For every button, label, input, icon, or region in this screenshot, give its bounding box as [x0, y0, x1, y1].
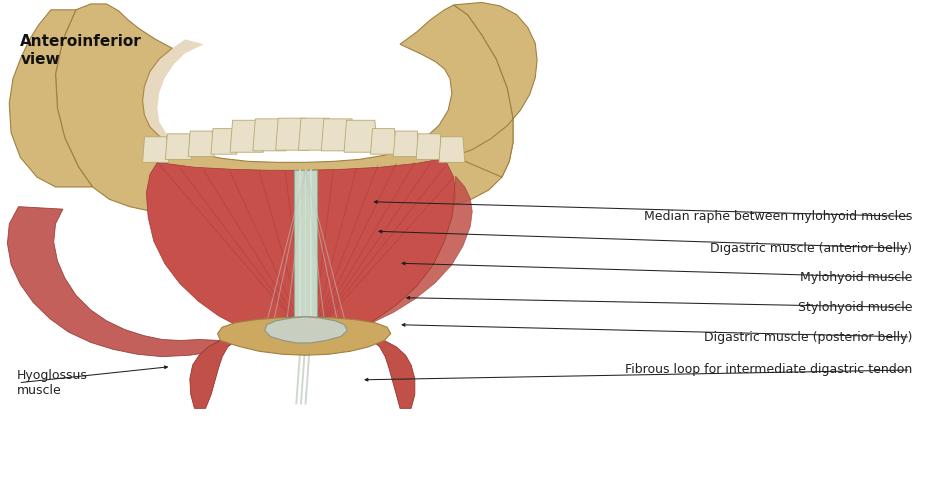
Polygon shape	[298, 118, 332, 150]
Text: Fibrous loop for intermediate digastric tendon: Fibrous loop for intermediate digastric …	[625, 364, 912, 376]
Polygon shape	[276, 118, 309, 150]
Polygon shape	[143, 137, 169, 162]
Polygon shape	[253, 119, 286, 151]
Polygon shape	[265, 317, 347, 343]
Text: Anteroinferior
view: Anteroinferior view	[20, 34, 142, 67]
Polygon shape	[188, 131, 214, 156]
Text: Digastric muscle (posterior belly): Digastric muscle (posterior belly)	[704, 331, 912, 343]
Polygon shape	[146, 158, 456, 340]
Polygon shape	[439, 137, 465, 162]
Polygon shape	[344, 120, 378, 152]
Polygon shape	[454, 2, 537, 177]
Text: Stylohyoid muscle: Stylohyoid muscle	[797, 301, 912, 314]
Polygon shape	[9, 10, 93, 187]
Polygon shape	[166, 134, 192, 159]
Polygon shape	[321, 119, 355, 151]
Polygon shape	[7, 207, 220, 357]
Polygon shape	[416, 134, 442, 159]
Polygon shape	[190, 340, 236, 408]
Text: Mylohyoid muscle: Mylohyoid muscle	[800, 272, 912, 284]
Polygon shape	[294, 170, 317, 339]
Polygon shape	[218, 317, 391, 355]
Polygon shape	[372, 340, 415, 408]
Text: Hyoglossus
muscle: Hyoglossus muscle	[17, 369, 88, 397]
Polygon shape	[56, 4, 513, 217]
Text: Median raphe between mylohyoid muscles: Median raphe between mylohyoid muscles	[644, 210, 912, 223]
Polygon shape	[394, 131, 419, 156]
Polygon shape	[370, 128, 396, 154]
Polygon shape	[333, 176, 472, 337]
Polygon shape	[211, 128, 237, 154]
Polygon shape	[230, 120, 263, 152]
Polygon shape	[143, 39, 204, 143]
Text: Digastric muscle (anterior belly): Digastric muscle (anterior belly)	[710, 242, 912, 255]
